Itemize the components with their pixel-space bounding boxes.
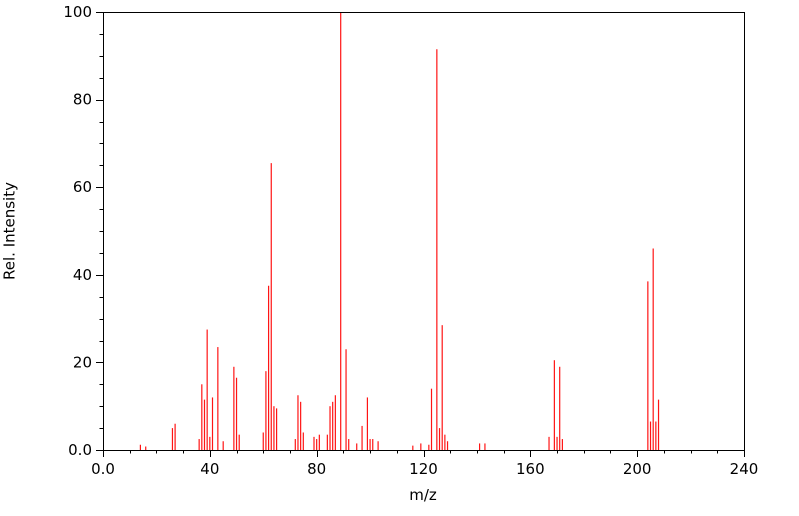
x-tick-label: 0.0 — [91, 460, 115, 478]
y-tick-label: 80 — [73, 91, 92, 109]
x-tick-label: 240 — [730, 460, 759, 478]
y-tick-label: 20 — [73, 353, 92, 371]
y-tick-label: 40 — [73, 266, 92, 284]
y-tick-label: 100 — [63, 3, 92, 21]
x-tick-label: 40 — [200, 460, 219, 478]
y-tick-label: 60 — [73, 178, 92, 196]
x-tick-label: 200 — [623, 460, 652, 478]
y-axis-label: Rel. Intensity — [0, 182, 19, 280]
x-tick-label: 160 — [516, 460, 545, 478]
x-axis-label: m/z — [409, 486, 437, 504]
y-tick-label: 0.0 — [68, 441, 92, 459]
x-tick-label: 80 — [307, 460, 326, 478]
x-tick-label: 120 — [409, 460, 438, 478]
